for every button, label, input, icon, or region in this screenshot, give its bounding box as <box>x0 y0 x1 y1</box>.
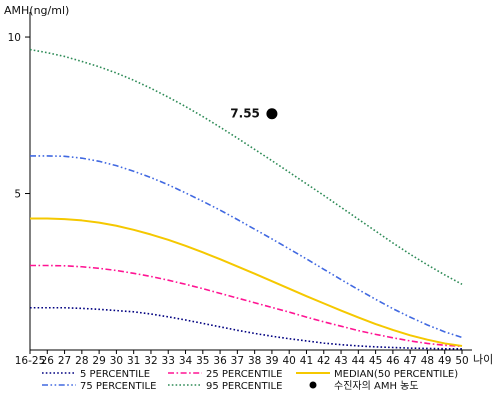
x-tick-label-16-25: 16-25 <box>15 355 46 367</box>
x-tick-label-29: 29 <box>92 355 105 367</box>
legend-label-median-50-percentile: MEDIAN(50 PERCENTILE) <box>334 369 458 380</box>
y-axis-title: AMH(ng/ml) <box>4 4 69 17</box>
x-tick-label-49: 49 <box>438 355 451 367</box>
x-tick-label-44: 44 <box>352 355 366 367</box>
legend-label-patient-point: 수진자의 AMH 농도 <box>334 380 419 392</box>
series-line-median-50-percentile <box>30 217 463 347</box>
x-tick-label-37: 37 <box>231 355 244 367</box>
x-tick-label-43: 43 <box>334 355 347 367</box>
x-tick-label-35: 35 <box>196 355 209 367</box>
legend-label-5-percentile: 5 PERCENTILE <box>80 369 150 380</box>
legend-label-75-percentile: 75 PERCENTILE <box>80 381 156 392</box>
patient-amh-value-label: 7.55 <box>230 107 260 121</box>
legend-swatch-patient-point <box>309 381 317 389</box>
patient-point-group: 7.55 <box>230 107 278 121</box>
x-tick-label-31: 31 <box>127 355 140 367</box>
y-tick-label-5: 5 <box>14 189 21 201</box>
y-tick-label-10: 10 <box>8 32 21 44</box>
x-tick-label-39: 39 <box>265 355 278 367</box>
x-tick-label-42: 42 <box>317 355 330 367</box>
x-tick-label-30: 30 <box>110 355 123 367</box>
x-tick-label-47: 47 <box>403 355 416 367</box>
legend-label-95-percentile: 95 PERCENTILE <box>206 381 282 392</box>
x-tick-label-26: 26 <box>41 355 55 367</box>
x-tick-label-48: 48 <box>421 355 434 367</box>
legend-label-25-percentile: 25 PERCENTILE <box>206 369 282 380</box>
x-tick-label-34: 34 <box>179 355 193 367</box>
x-tick-label-41: 41 <box>300 355 313 367</box>
x-tick-label-32: 32 <box>144 355 157 367</box>
x-tick-label-38: 38 <box>248 355 261 367</box>
x-tick-label-27: 27 <box>58 355 71 367</box>
y-ticks: 5 10 <box>8 32 30 201</box>
axes: AMH(ng/ml) 나이 <box>4 4 493 366</box>
series-lines <box>29 48 463 350</box>
series-line-95-percentile <box>29 48 463 285</box>
x-tick-label-33: 33 <box>162 355 175 367</box>
x-tick-label-45: 45 <box>369 355 382 367</box>
series-line-75-percentile <box>30 155 463 339</box>
x-tick-label-46: 46 <box>386 355 400 367</box>
legend: 5 PERCENTILE 25 PERCENTILE MEDIAN(50 PERCE… <box>42 369 458 392</box>
x-axis-title: 나이 <box>473 353 493 366</box>
x-tick-label-36: 36 <box>213 355 227 367</box>
x-tick-label-28: 28 <box>75 355 88 367</box>
x-tick-label-50: 50 <box>455 355 468 367</box>
series-line-5-percentile <box>30 306 462 350</box>
patient-amh-point <box>266 108 278 120</box>
series-line-25-percentile <box>30 264 463 348</box>
x-tick-label-40: 40 <box>283 355 296 367</box>
